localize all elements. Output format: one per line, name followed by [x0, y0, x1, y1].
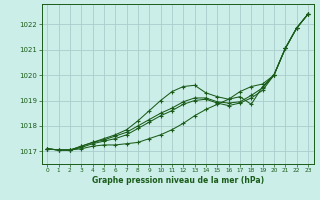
X-axis label: Graphe pression niveau de la mer (hPa): Graphe pression niveau de la mer (hPa) [92, 176, 264, 185]
